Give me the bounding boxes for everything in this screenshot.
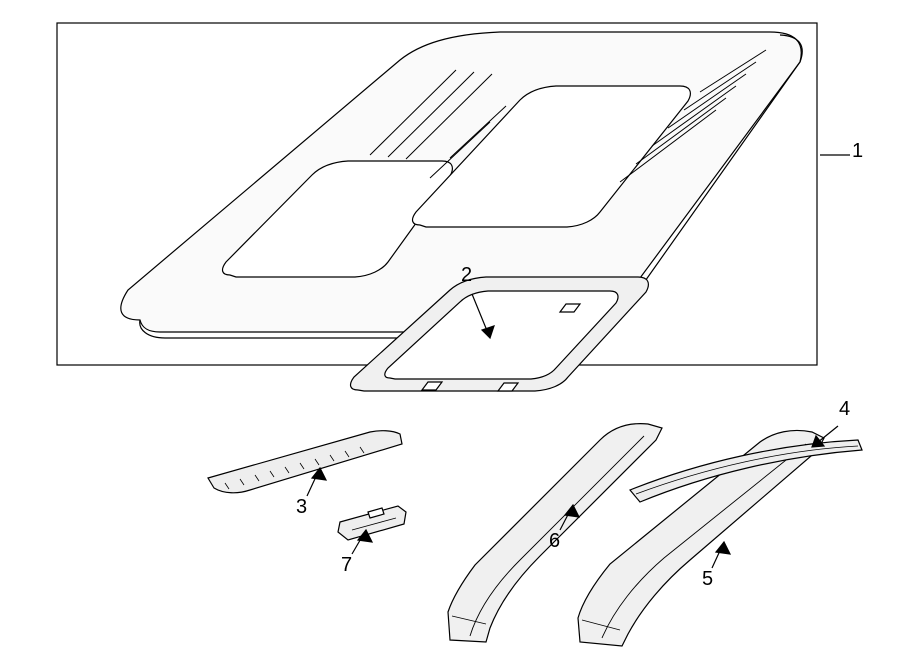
callout-label-6: 6 [549, 530, 560, 553]
bracket [338, 506, 406, 540]
callout-label-1: 1 [852, 140, 863, 163]
front-header [208, 431, 402, 493]
diagram-svg [0, 0, 900, 661]
callout-label-5: 5 [702, 568, 713, 591]
callout-label-2: 2 [461, 264, 472, 287]
callout-label-7: 7 [341, 554, 352, 577]
callout-label-3: 3 [296, 496, 307, 519]
parts-diagram: 1 2 3 4 5 6 7 [0, 0, 900, 661]
callout-label-4: 4 [839, 398, 850, 421]
